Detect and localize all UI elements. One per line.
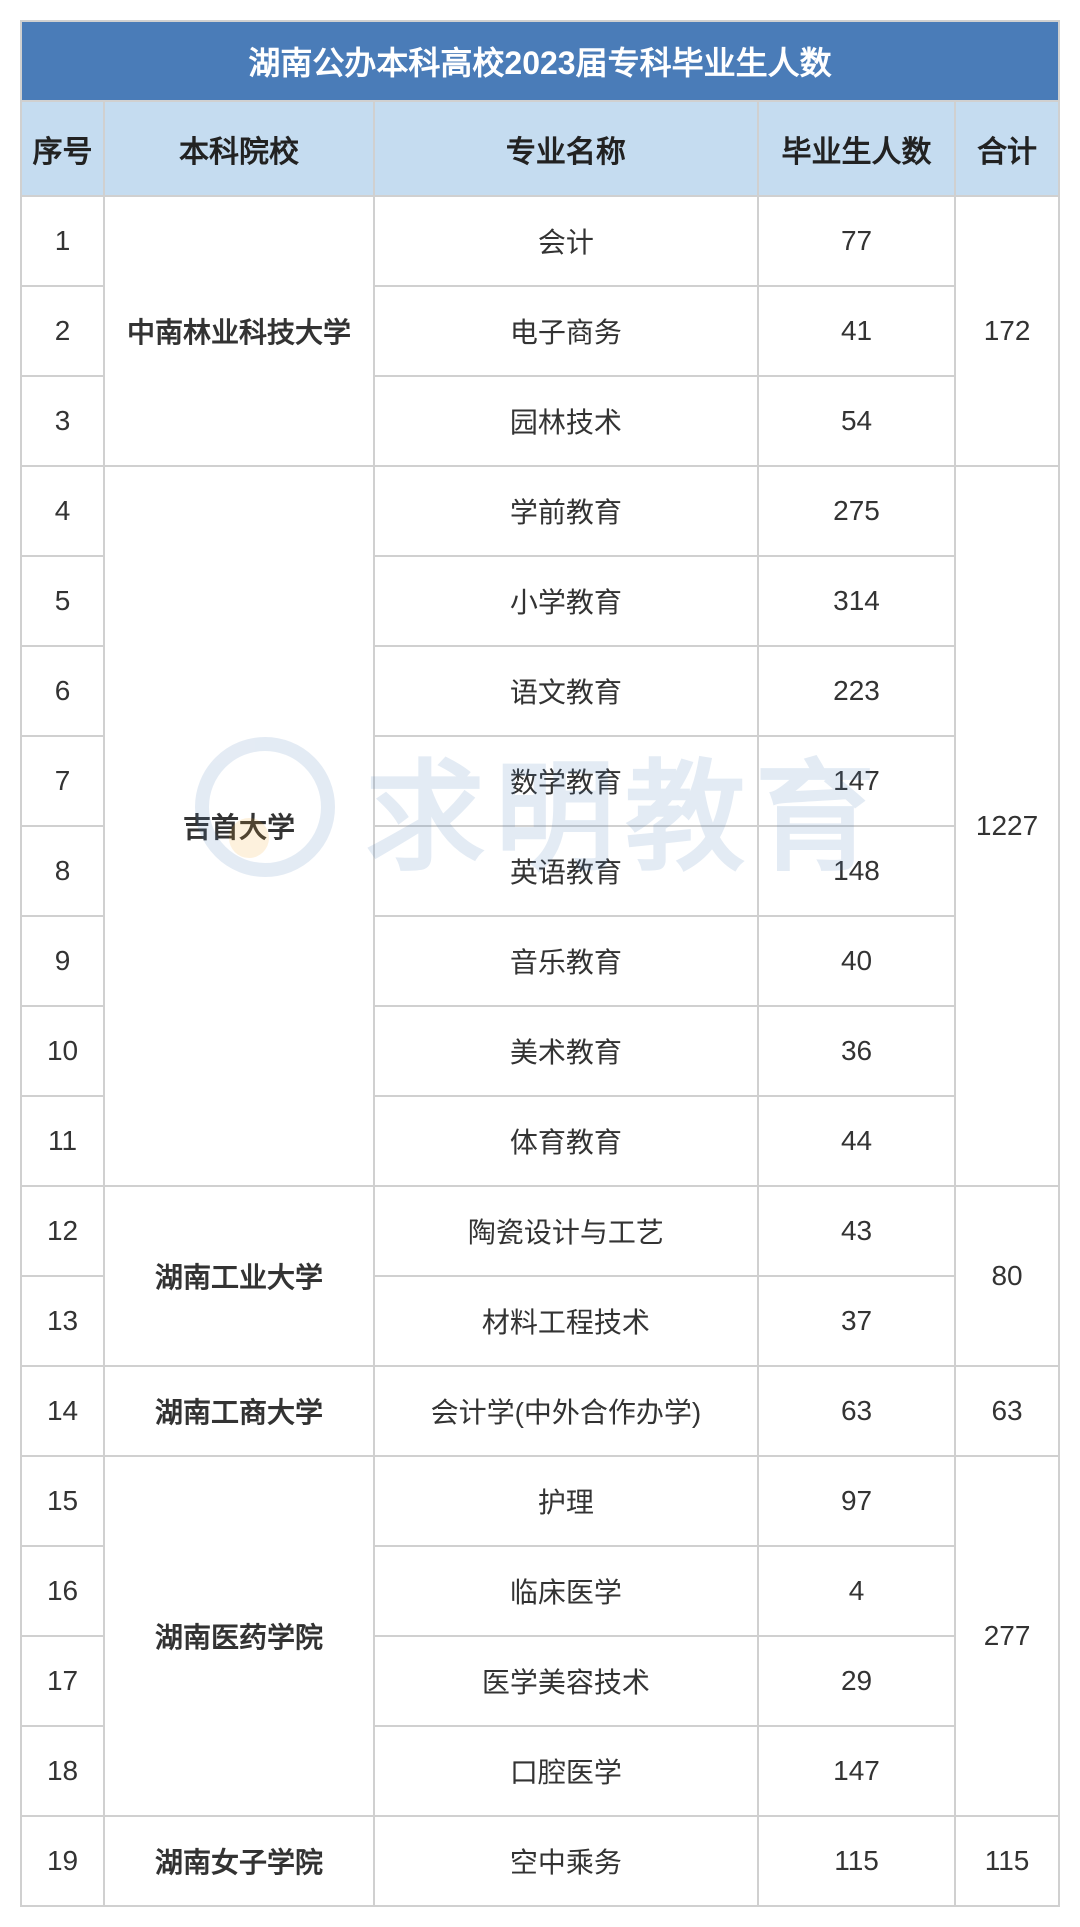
cell-major: 园林技术 <box>374 376 758 466</box>
cell-seq: 8 <box>21 826 104 916</box>
cell-count: 43 <box>758 1186 955 1276</box>
cell-total: 277 <box>955 1456 1059 1816</box>
cell-major: 材料工程技术 <box>374 1276 758 1366</box>
cell-school: 湖南工商大学 <box>104 1366 374 1456</box>
cell-seq: 9 <box>21 916 104 1006</box>
cell-seq: 15 <box>21 1456 104 1546</box>
cell-major: 语文教育 <box>374 646 758 736</box>
cell-major: 医学美容技术 <box>374 1636 758 1726</box>
cell-seq: 6 <box>21 646 104 736</box>
cell-school: 吉首大学 <box>104 466 374 1186</box>
cell-seq: 10 <box>21 1006 104 1096</box>
cell-count: 148 <box>758 826 955 916</box>
cell-major: 英语教育 <box>374 826 758 916</box>
cell-seq: 5 <box>21 556 104 646</box>
graduates-table: 湖南公办本科高校2023届专科毕业生人数 序号 本科院校 专业名称 毕业生人数 … <box>20 20 1060 1907</box>
cell-major: 空中乘务 <box>374 1816 758 1906</box>
cell-seq: 18 <box>21 1726 104 1816</box>
cell-major: 体育教育 <box>374 1096 758 1186</box>
cell-major: 电子商务 <box>374 286 758 376</box>
cell-seq: 16 <box>21 1546 104 1636</box>
cell-seq: 2 <box>21 286 104 376</box>
cell-count: 29 <box>758 1636 955 1726</box>
cell-count: 147 <box>758 1726 955 1816</box>
table-container: 求明教育 湖南公办本科高校2023届专科毕业生人数 序号 本科院校 专业名称 毕… <box>0 0 1080 1927</box>
cell-seq: 1 <box>21 196 104 286</box>
cell-count: 4 <box>758 1546 955 1636</box>
cell-count: 36 <box>758 1006 955 1096</box>
table-row: 14湖南工商大学会计学(中外合作办学)6363 <box>21 1366 1059 1456</box>
cell-school: 湖南女子学院 <box>104 1816 374 1906</box>
cell-major: 护理 <box>374 1456 758 1546</box>
cell-seq: 12 <box>21 1186 104 1276</box>
cell-school: 湖南医药学院 <box>104 1456 374 1816</box>
cell-total: 80 <box>955 1186 1059 1366</box>
table-row: 19湖南女子学院空中乘务115115 <box>21 1816 1059 1906</box>
cell-major: 音乐教育 <box>374 916 758 1006</box>
table-body: 1中南林业科技大学会计771722电子商务413园林技术544吉首大学学前教育2… <box>21 196 1059 1906</box>
cell-school: 中南林业科技大学 <box>104 196 374 466</box>
cell-total: 115 <box>955 1816 1059 1906</box>
cell-major: 口腔医学 <box>374 1726 758 1816</box>
table-row: 4吉首大学学前教育2751227 <box>21 466 1059 556</box>
cell-seq: 11 <box>21 1096 104 1186</box>
cell-count: 97 <box>758 1456 955 1546</box>
cell-major: 临床医学 <box>374 1546 758 1636</box>
cell-seq: 3 <box>21 376 104 466</box>
cell-school: 湖南工业大学 <box>104 1186 374 1366</box>
cell-major: 数学教育 <box>374 736 758 826</box>
table-header-row: 序号 本科院校 专业名称 毕业生人数 合计 <box>21 101 1059 196</box>
cell-seq: 4 <box>21 466 104 556</box>
header-major: 专业名称 <box>374 101 758 196</box>
cell-count: 44 <box>758 1096 955 1186</box>
cell-total: 1227 <box>955 466 1059 1186</box>
table-title-row: 湖南公办本科高校2023届专科毕业生人数 <box>21 21 1059 101</box>
cell-seq: 17 <box>21 1636 104 1726</box>
cell-count: 37 <box>758 1276 955 1366</box>
table-title: 湖南公办本科高校2023届专科毕业生人数 <box>21 21 1059 101</box>
cell-count: 40 <box>758 916 955 1006</box>
table-row: 12湖南工业大学陶瓷设计与工艺4380 <box>21 1186 1059 1276</box>
cell-count: 275 <box>758 466 955 556</box>
cell-major: 陶瓷设计与工艺 <box>374 1186 758 1276</box>
table-row: 1中南林业科技大学会计77172 <box>21 196 1059 286</box>
cell-count: 147 <box>758 736 955 826</box>
cell-total: 172 <box>955 196 1059 466</box>
cell-seq: 7 <box>21 736 104 826</box>
cell-count: 54 <box>758 376 955 466</box>
cell-seq: 19 <box>21 1816 104 1906</box>
header-school: 本科院校 <box>104 101 374 196</box>
cell-major: 小学教育 <box>374 556 758 646</box>
cell-major: 美术教育 <box>374 1006 758 1096</box>
cell-count: 41 <box>758 286 955 376</box>
cell-count: 77 <box>758 196 955 286</box>
cell-seq: 14 <box>21 1366 104 1456</box>
cell-total: 63 <box>955 1366 1059 1456</box>
cell-count: 115 <box>758 1816 955 1906</box>
cell-major: 会计 <box>374 196 758 286</box>
header-count: 毕业生人数 <box>758 101 955 196</box>
header-seq: 序号 <box>21 101 104 196</box>
cell-count: 223 <box>758 646 955 736</box>
table-row: 15湖南医药学院护理97277 <box>21 1456 1059 1546</box>
cell-count: 63 <box>758 1366 955 1456</box>
cell-major: 会计学(中外合作办学) <box>374 1366 758 1456</box>
cell-count: 314 <box>758 556 955 646</box>
cell-seq: 13 <box>21 1276 104 1366</box>
cell-major: 学前教育 <box>374 466 758 556</box>
header-total: 合计 <box>955 101 1059 196</box>
